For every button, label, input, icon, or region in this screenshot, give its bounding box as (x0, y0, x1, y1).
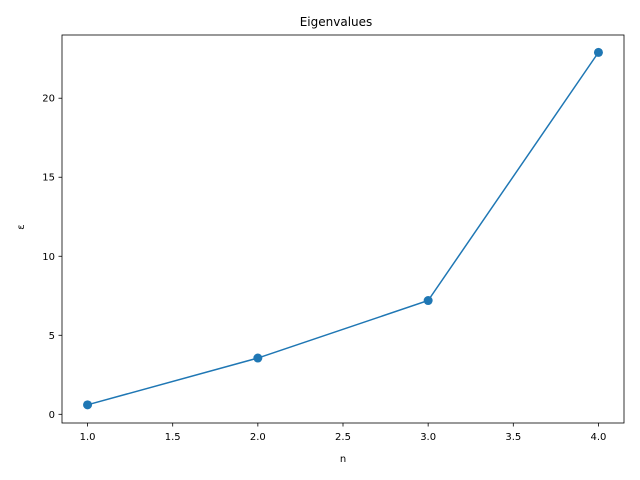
y-tick-label: 5 (49, 331, 55, 342)
y-tick-label: 0 (49, 410, 55, 421)
x-tick-label: 2.5 (335, 432, 351, 443)
chart-title: Eigenvalues (300, 15, 373, 29)
x-tick-label: 4.0 (591, 432, 607, 443)
x-tick-label: 2.0 (250, 432, 266, 443)
x-tick-label: 1.5 (165, 432, 181, 443)
series-line (87, 51, 600, 406)
y-tick-label: 15 (42, 173, 55, 184)
plot-frame (61, 34, 625, 424)
y-tick-label: 20 (42, 94, 55, 105)
data-point (83, 400, 93, 410)
x-tick-label: 1.0 (80, 432, 96, 443)
x-axis-label: n (340, 454, 346, 465)
x-tick-label: 3.5 (505, 432, 521, 443)
y-tick-label: 10 (42, 252, 55, 263)
x-tick-label: 3.0 (420, 432, 436, 443)
y-axis-label: ε (16, 224, 27, 229)
data-point (423, 296, 433, 306)
plot-area: 1.0 1.5 2.0 2.5 3.0 3.5 4.0 0 5 10 15 20 (42, 34, 625, 443)
data-point (593, 47, 603, 57)
data-point (253, 353, 263, 363)
